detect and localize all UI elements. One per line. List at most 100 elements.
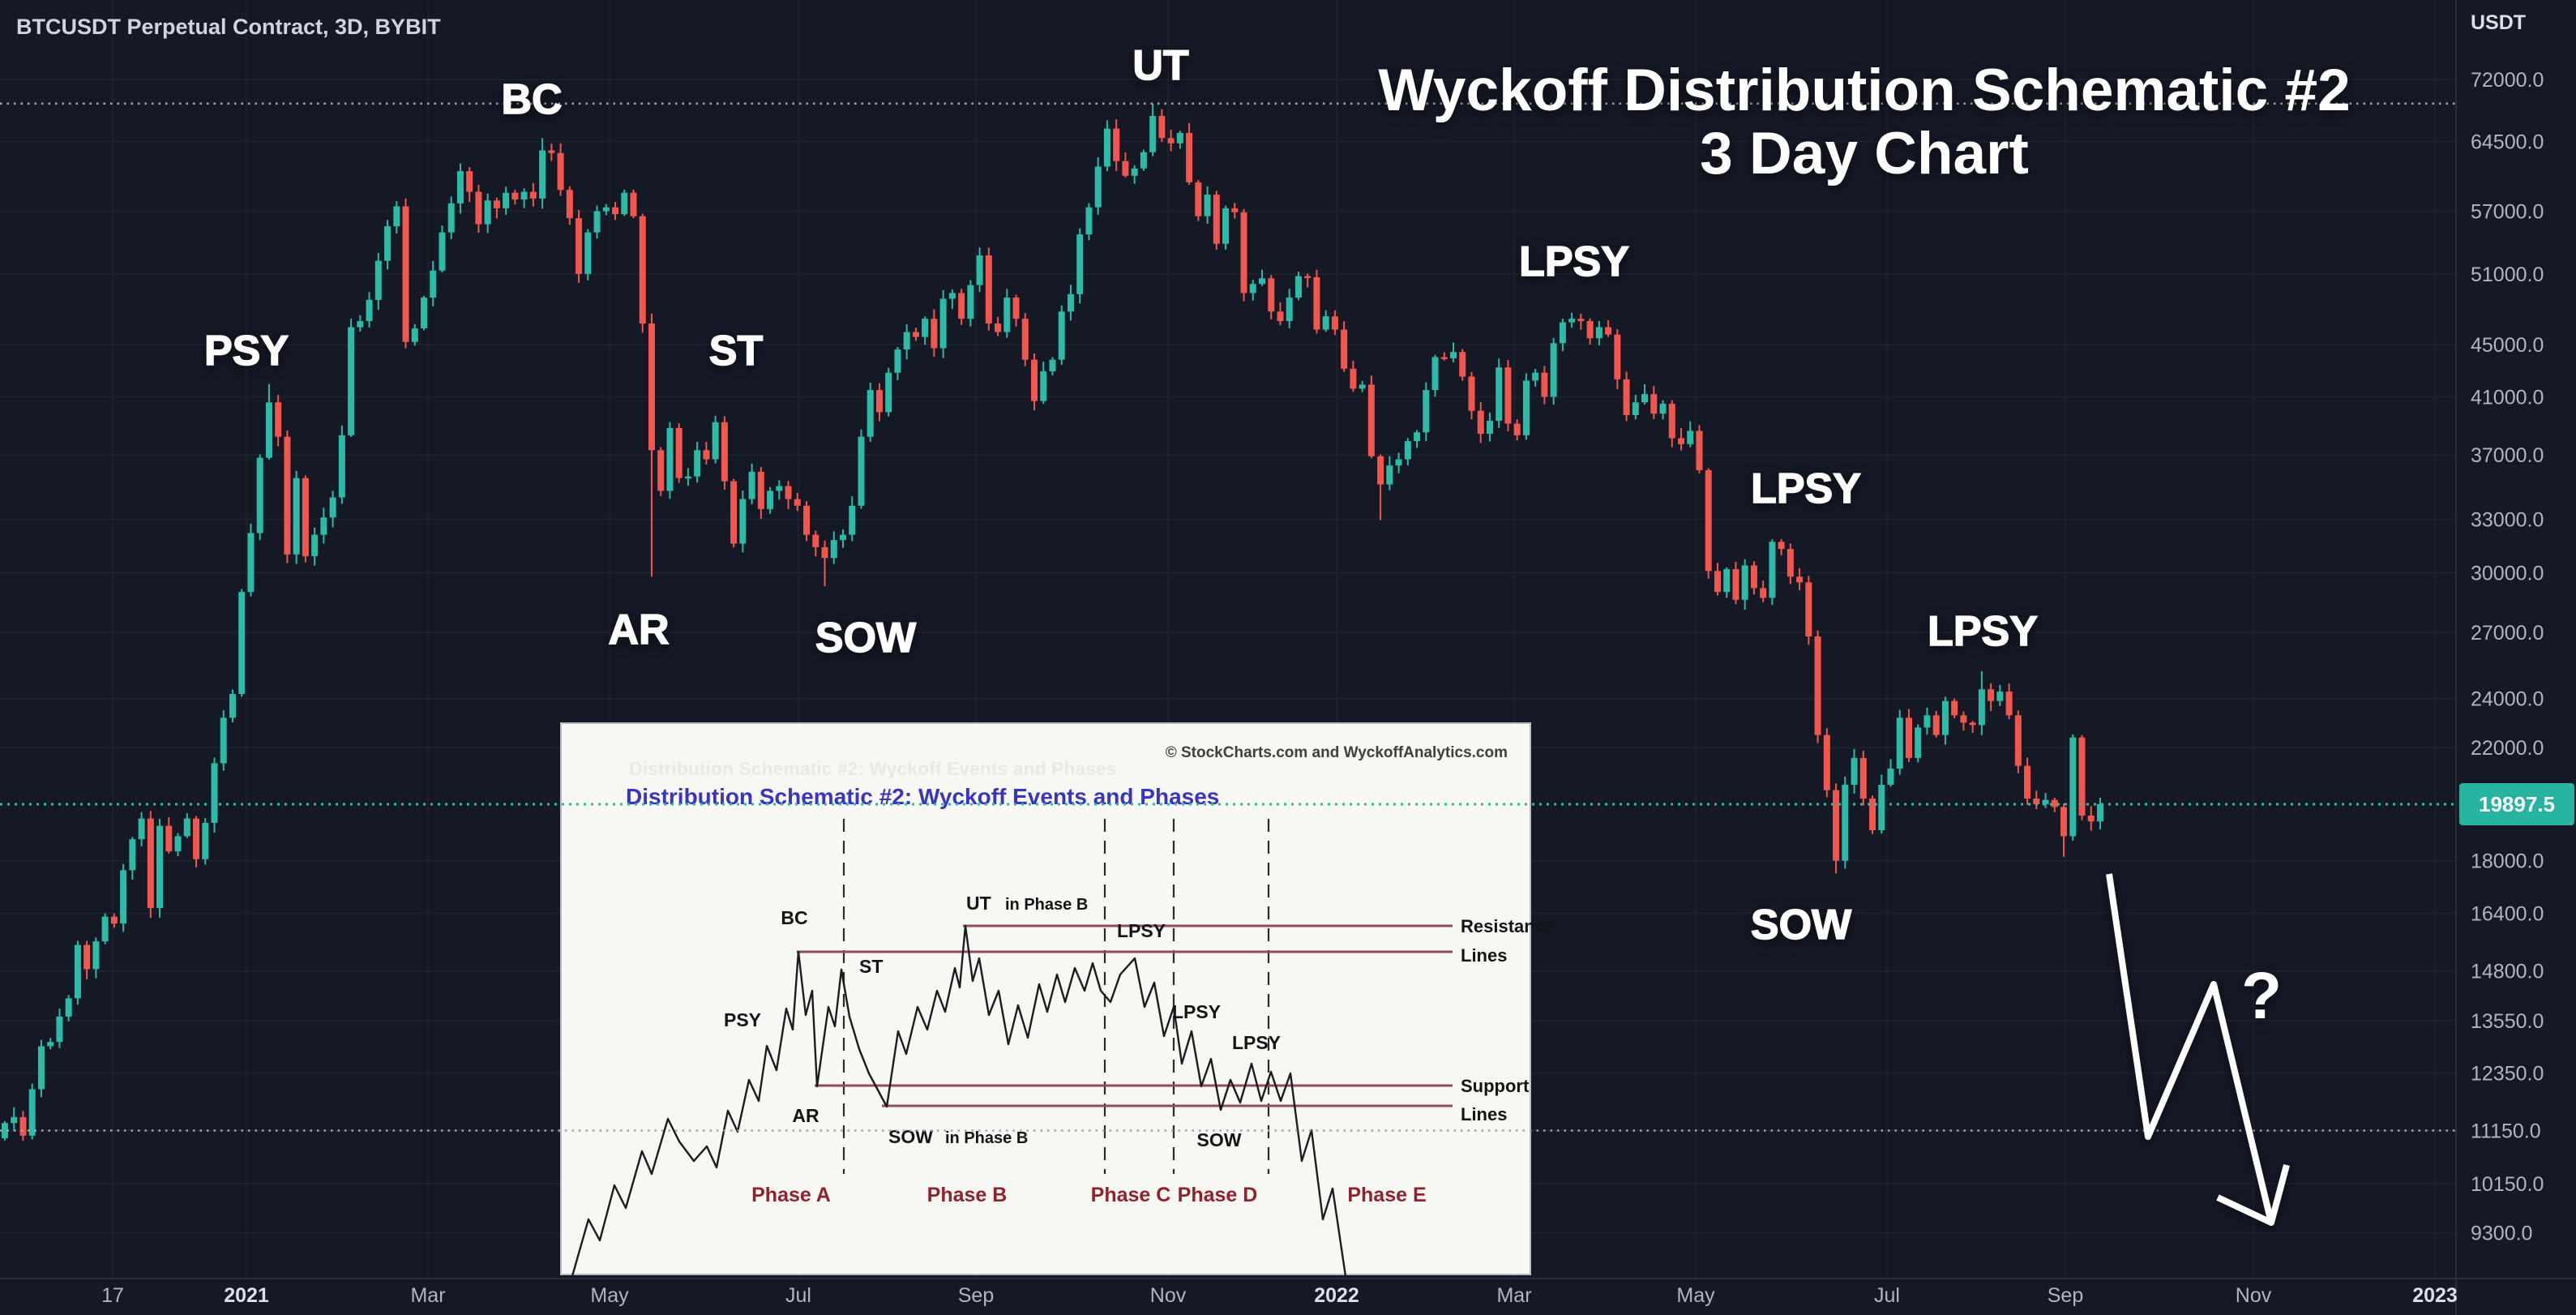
symbol-title[interactable]: BTCUSDT Perpetual Contract, 3D, BYBIT (16, 15, 441, 39)
candle-body (2087, 816, 2095, 822)
candle-body (1331, 316, 1338, 330)
candle-body (1687, 430, 1694, 444)
candle-body (156, 825, 164, 909)
event-label-st: ST (709, 328, 764, 375)
candle-body (703, 450, 710, 460)
candle-body (1842, 784, 1849, 861)
candle-body (1304, 276, 1312, 279)
candle-body (1204, 195, 1211, 216)
candle-body (293, 478, 300, 555)
price-tick-label: 11150.0 (2471, 1120, 2541, 1143)
event-label-ut: UT (1132, 42, 1189, 89)
price-level-lines (0, 102, 2456, 1132)
candle-body (456, 171, 464, 203)
candle-body (912, 332, 919, 337)
candle-body (393, 206, 400, 227)
candle-body (1213, 195, 1220, 244)
time-tick-label-Nov: Nov (2236, 1284, 2272, 1307)
candle-body (1240, 212, 1247, 293)
candle-body (11, 1116, 18, 1124)
candle-body (74, 944, 81, 999)
candle-body (1367, 384, 1375, 456)
candle-body (421, 298, 427, 329)
candle-body (1869, 798, 1876, 831)
time-tick-label-Jul: Jul (1874, 1284, 1900, 1307)
event-label-lpsy: LPSY (1751, 465, 1861, 512)
candle-body (1149, 116, 1157, 152)
candle-body (1978, 689, 1985, 726)
candle-body (2097, 804, 2103, 822)
inset-ghost-text: Distribution Schematic #2: Wyckoff Event… (629, 758, 1117, 779)
candle-body (694, 450, 701, 477)
candle-body (83, 944, 91, 970)
candle-body (840, 534, 846, 541)
candle-body (1896, 717, 1903, 769)
candle-body (65, 998, 72, 1017)
price-axis[interactable]: 72000.0 64500.0 57000.0 51000.0 45000.0 41000… (2455, 0, 2574, 1315)
price-tick-label: 57000.0 (2471, 201, 2544, 224)
candle-body (1723, 569, 1731, 593)
candle-body (101, 916, 109, 942)
candle-body (1532, 372, 1539, 381)
candle-body (539, 150, 546, 199)
candle-body (1696, 430, 1703, 470)
candle-body (193, 818, 200, 859)
candle-body (548, 150, 555, 153)
candle-body (958, 293, 965, 319)
candle-body (1058, 311, 1065, 360)
candle-body (1760, 588, 1767, 598)
inset-label-st: ST (859, 956, 883, 977)
candle-body (1341, 329, 1348, 369)
candle-body (1259, 278, 1265, 285)
candle-body (110, 916, 118, 924)
candle-body (302, 478, 309, 557)
time-tick-label-17: 17 (101, 1284, 124, 1307)
inset-label-support: Support (1461, 1076, 1530, 1096)
candle-body (1960, 715, 1967, 723)
candle-body (19, 1116, 27, 1136)
annotation-layer: Wyckoff Distribution Schematic #2 3 Day … (203, 41, 2351, 1226)
candle-body (1568, 319, 1576, 323)
time-tick-label-Mar: Mar (1496, 1284, 1531, 1307)
candle-body (1650, 394, 1658, 414)
current-price-badge (2459, 783, 2574, 825)
candle-body (1513, 423, 1521, 435)
candle-body (220, 717, 227, 764)
inset-phase-e: Phase E (1347, 1184, 1426, 1206)
forecast-arrow-head (2216, 1163, 2290, 1226)
candle-body (1623, 379, 1630, 415)
candle-body (675, 427, 683, 478)
candle-body (1268, 278, 1275, 312)
inset-label-ut: UT (966, 893, 991, 914)
candle-body (503, 192, 510, 208)
inset-phase-c: Phase C (1091, 1184, 1171, 1206)
candle-body (648, 323, 655, 451)
event-label-psy: PSY (204, 328, 289, 375)
candle-body (1586, 321, 1594, 339)
time-axis[interactable]: 17 2021 Mar May Jul Sep Nov 2022 Mar May Jul Sep Nov… (0, 1278, 2576, 1307)
candle-body (92, 941, 100, 970)
inset-label-sow-b: SOW (888, 1126, 933, 1147)
inset-background (560, 722, 1531, 1275)
candle-body (1277, 311, 1284, 322)
candle-body (1140, 152, 1147, 169)
candle-body (129, 839, 136, 871)
price-tick-label: 13550.0 (2471, 1010, 2544, 1033)
candle-body (1186, 132, 1193, 182)
candle-body (1113, 128, 1120, 161)
price-tick-label: 16400.0 (2471, 902, 2544, 925)
candle-body (1176, 132, 1183, 143)
candle-body (357, 321, 364, 328)
candle-body (1941, 700, 1949, 735)
price-tick-label: 64500.0 (2471, 131, 2544, 154)
price-tick-label: 12350.0 (2471, 1062, 2544, 1085)
wyckoff-event-labels: PSY BC ST AR SOW UT LPSY LPSY LPSY SOW (203, 41, 2038, 949)
candle-body (1395, 459, 1402, 466)
candle-body (1878, 784, 1885, 831)
candle-body (138, 818, 145, 840)
candle-body (2024, 765, 2031, 799)
candle-body (28, 1089, 36, 1136)
candle-body (1833, 790, 1840, 861)
